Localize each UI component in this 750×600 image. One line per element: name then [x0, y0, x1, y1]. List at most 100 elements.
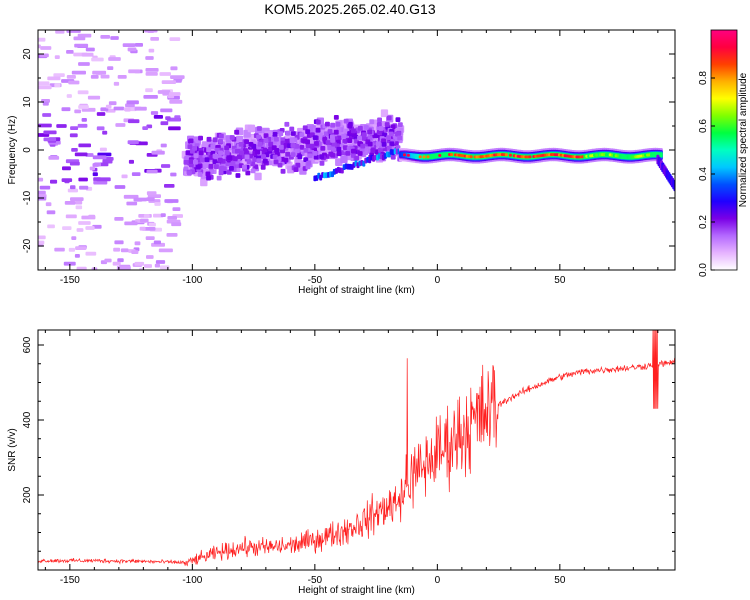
spectrum-cell — [235, 148, 240, 154]
spectrum-cell — [263, 133, 269, 139]
spectrum-cell — [341, 134, 347, 139]
spectrum-cell — [113, 106, 125, 111]
snr-frame — [37, 329, 676, 571]
spectrum-cell — [154, 263, 160, 268]
spectrum-cell — [333, 115, 339, 120]
spectrum-cell — [40, 46, 52, 50]
spectrum-cell — [256, 158, 262, 163]
spectrogram-ytick-label: 20 — [22, 48, 33, 60]
spectrum-cell — [345, 151, 351, 156]
spectrum-cell — [53, 73, 65, 77]
spectrum-cell — [200, 178, 208, 187]
spectrum-cell — [164, 184, 175, 188]
spectrum-cell — [146, 197, 155, 201]
spectrum-cell — [375, 141, 381, 147]
spectrum-cell — [122, 43, 136, 47]
spectrum-cell — [331, 141, 337, 147]
spectrum-cell — [85, 251, 97, 256]
spectrum-cell — [131, 250, 139, 254]
spectrum-cell — [127, 47, 137, 52]
spectrum-cell — [197, 172, 203, 177]
spectrum-cell — [76, 266, 87, 270]
spectrum-cell — [188, 138, 194, 144]
spectrum-cell — [271, 145, 277, 150]
snr-xtick-label: -100 — [182, 575, 202, 586]
spectrum-cell — [604, 153, 608, 157]
spectrum-cell — [96, 126, 105, 131]
spectrum-cell — [360, 143, 366, 149]
spectrum-cell — [195, 164, 201, 170]
spectrum-cell — [166, 233, 178, 237]
spectrum-cell — [354, 155, 360, 161]
spectrum-cell — [319, 160, 325, 166]
spectrum-cell — [134, 241, 141, 246]
spectrum-cell — [145, 236, 155, 240]
spectrum-cell — [330, 137, 336, 143]
spectrum-cell — [218, 133, 224, 139]
spectrogram-xtick-label: 0 — [435, 275, 441, 286]
spectrum-cell — [212, 153, 218, 159]
spectrum-cell — [323, 131, 329, 137]
spectrum-cell — [242, 164, 247, 170]
spectrum-cell — [303, 148, 309, 153]
spectrum-cell — [69, 133, 78, 138]
spectrum-cell — [246, 159, 252, 165]
spectrum-cell — [38, 190, 46, 195]
spectrum-cell — [239, 150, 245, 156]
spectrum-cell — [307, 153, 313, 159]
spectrum-cell — [508, 153, 512, 157]
spectrum-cell — [303, 157, 309, 162]
spectrum-cell — [184, 155, 190, 161]
snr-xlabel: Height of straight line (km) — [298, 585, 415, 596]
spectrum-cell — [361, 136, 367, 141]
spectrum-cell — [43, 137, 57, 142]
spectrum-cell — [426, 155, 430, 159]
spectrum-cell — [171, 222, 182, 227]
spectrum-cell — [56, 124, 67, 128]
spectrum-cell — [357, 135, 362, 141]
spectrum-cell — [299, 132, 305, 138]
spectrum-cell — [274, 136, 279, 142]
spectrum-cell — [217, 157, 223, 163]
spectrum-cell — [172, 207, 181, 211]
spectrum-cell — [92, 224, 102, 229]
spectrum-cell — [320, 146, 326, 151]
spectrum-cell — [397, 135, 403, 141]
spectrum-cell — [121, 174, 128, 179]
spectrum-cell — [124, 221, 138, 226]
spectrum-cell — [208, 163, 214, 169]
spectrum-cell — [38, 37, 46, 42]
spectrum-cell — [47, 224, 55, 229]
spectrum-cell — [224, 145, 230, 151]
spectrum-cell — [218, 139, 224, 144]
spectrum-cell — [45, 202, 52, 207]
snr-xtick-label: 50 — [554, 575, 566, 586]
spectrum-cell — [81, 118, 87, 122]
spectrum-cell — [148, 222, 156, 227]
spectrum-cell — [74, 43, 89, 48]
spectrum-cell — [113, 247, 121, 252]
spectrum-cell — [61, 107, 71, 112]
spectrum-cell — [38, 240, 45, 245]
spectrum-cell — [268, 141, 274, 147]
spectrum-cell — [62, 166, 71, 171]
spectrum-cell — [198, 150, 204, 156]
colorbar-tick-label: 0.0 — [698, 263, 709, 277]
spectrum-cell — [100, 107, 109, 112]
spectrum-cell — [128, 119, 140, 124]
spectrum-cell — [78, 221, 91, 225]
colorbar-tick-label: 0.4 — [698, 167, 709, 181]
spectrum-cell — [150, 111, 159, 115]
spectrum-cell — [104, 258, 112, 263]
spectrum-cell — [229, 166, 234, 171]
spectrogram-xtick-label: -150 — [60, 275, 80, 286]
spectrum-cell — [77, 90, 89, 95]
spectrum-cell — [168, 126, 181, 131]
spectrum-cell — [160, 213, 166, 217]
spectrum-cell — [244, 139, 249, 144]
spectrum-cell — [146, 169, 158, 174]
spectrum-cell — [92, 163, 99, 167]
spectrum-cell — [108, 101, 117, 106]
spectrum-cell — [312, 135, 318, 140]
spectrum-cell — [469, 155, 473, 159]
